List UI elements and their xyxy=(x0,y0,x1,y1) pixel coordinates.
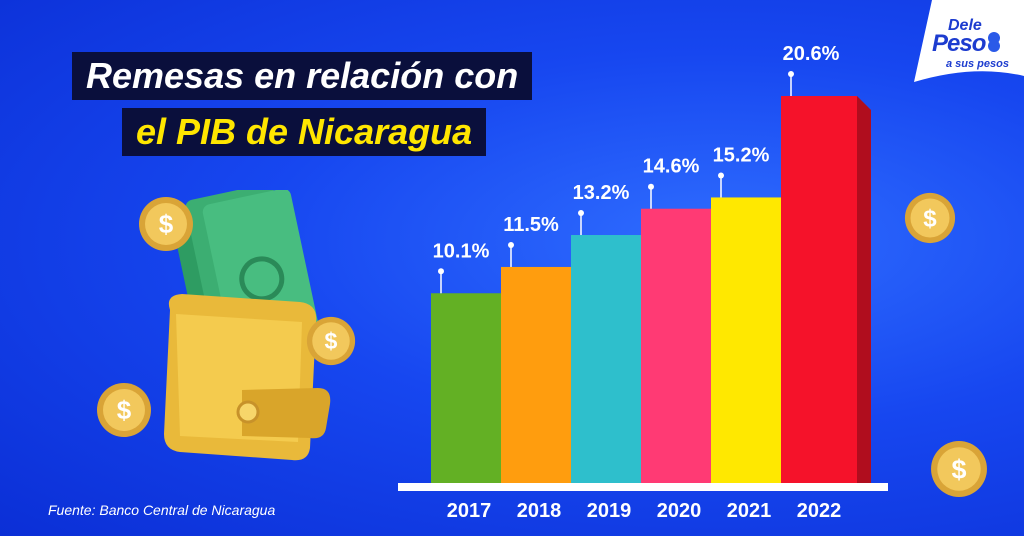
label-dot-2019 xyxy=(578,210,584,217)
svg-text:$: $ xyxy=(923,205,937,232)
wallet-with-cash-icon xyxy=(164,190,331,461)
value-label-2022: 20.6% xyxy=(783,43,840,65)
logo-text-3: a sus pesos xyxy=(946,58,1009,70)
title-line-1: Remesas en relación con xyxy=(72,52,533,100)
logo-badge-icon xyxy=(914,0,1024,82)
svg-text:$: $ xyxy=(117,395,132,425)
label-dot-2020 xyxy=(648,183,654,190)
value-label-2021: 15.2% xyxy=(713,144,770,166)
svg-text:$: $ xyxy=(952,454,967,484)
year-label-2022: 2022 xyxy=(797,500,842,522)
dollar-coin-icon: $ xyxy=(306,316,356,366)
bar-2017 xyxy=(431,293,507,483)
value-label-2019: 13.2% xyxy=(573,182,630,204)
value-label-2020: 14.6% xyxy=(643,156,700,178)
logo-text-1: Dele xyxy=(948,17,982,34)
label-dot-2017 xyxy=(438,268,444,275)
value-label-2018: 11.5% xyxy=(503,214,559,236)
label-dot-2018 xyxy=(508,241,514,248)
svg-text:$: $ xyxy=(159,209,174,239)
value-label-2017: 10.1% xyxy=(433,240,490,262)
label-dot-2022 xyxy=(788,71,794,77)
svg-text:$: $ xyxy=(325,328,338,354)
year-label-2018: 2018 xyxy=(517,500,562,522)
dollar-coin-icon: $ xyxy=(931,441,987,497)
dollar-coin-icon: $ xyxy=(139,197,193,251)
year-label-2020: 2020 xyxy=(657,500,702,522)
x-axis-line xyxy=(398,483,888,491)
source-note: Fuente: Banco Central de Nicaragua xyxy=(48,502,276,518)
bar-2018 xyxy=(501,266,577,483)
title-line-2: el PIB de Nicaragua xyxy=(122,108,487,156)
bar-2019 xyxy=(571,235,647,483)
dollar-coin-icon: $ xyxy=(97,383,151,437)
year-label-2019: 2019 xyxy=(587,500,632,522)
year-label-2017: 2017 xyxy=(447,500,492,522)
dollar-coin-icon: $ xyxy=(904,192,956,244)
bar-2021 xyxy=(711,197,787,484)
bar-2022 xyxy=(781,96,857,483)
label-dot-2021 xyxy=(718,172,724,179)
bar-side-2022 xyxy=(857,96,871,483)
logo-text-2: Peso xyxy=(932,30,986,57)
year-label-2021: 2021 xyxy=(727,500,772,522)
bar-2020 xyxy=(641,208,717,483)
